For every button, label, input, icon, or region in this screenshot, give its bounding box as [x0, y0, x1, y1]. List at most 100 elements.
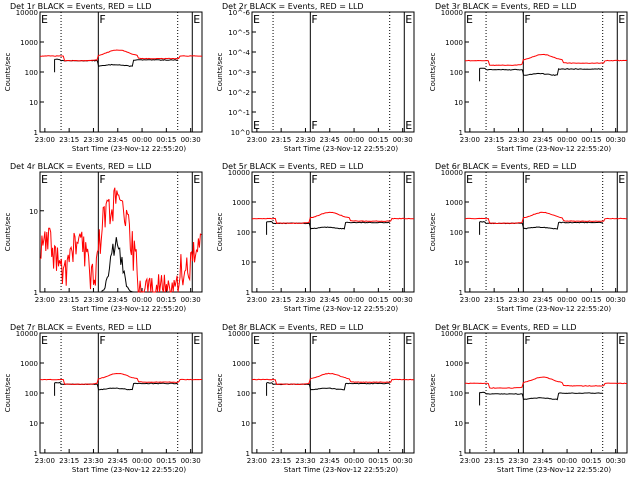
chart-panel: Det 8r BLACK = Events, RED = LLD10000100…	[216, 323, 415, 474]
y-tick-label: 10	[29, 420, 38, 428]
marker-label: E	[253, 13, 260, 26]
x-tick-label: 00:30	[393, 136, 413, 144]
y-axis-label: Counts/sec	[429, 374, 437, 413]
marker-label: E	[193, 13, 200, 26]
chart-title: Det 8r BLACK = Events, RED = LLD	[222, 323, 364, 332]
marker-label: E	[466, 13, 473, 26]
x-tick-label: 23:15	[484, 457, 504, 465]
series-line	[479, 391, 603, 401]
y-axis-label: Counts/sec	[216, 53, 224, 92]
chart-title: Det 7r BLACK = Events, RED = LLD	[10, 323, 152, 332]
marker-label: F	[99, 13, 105, 26]
marker-label: E	[405, 119, 412, 132]
y-tick-label: 1	[459, 289, 463, 297]
chart-panel: Det 3r BLACK = Events, RED = LLD10000100…	[429, 2, 628, 153]
x-tick-label: 00:30	[606, 296, 626, 304]
x-axis-label: Start Time (23-Nov-12 22:55:20)	[284, 145, 398, 153]
plot-frame	[39, 171, 203, 293]
x-tick-label: 23:45	[320, 296, 340, 304]
x-tick-label: 23:15	[271, 457, 291, 465]
y-axis-label: Counts/sec	[4, 374, 12, 413]
series-line	[479, 221, 603, 230]
x-axis-label: Start Time (23-Nov-12 22:55:20)	[497, 145, 611, 153]
x-tick-label: 23:15	[59, 296, 79, 304]
x-tick-label: 23:30	[83, 457, 103, 465]
x-tick-label: 23:15	[59, 457, 79, 465]
series-line	[54, 381, 178, 391]
x-tick-label: 00:00	[557, 296, 577, 304]
series-line	[101, 237, 134, 293]
marker-label: E	[466, 334, 473, 347]
chart-title: Det 9r BLACK = Events, RED = LLD	[435, 323, 577, 332]
chart-panel: Det 4r BLACK = Events, RED = LLD 10 1 Count…	[4, 162, 203, 313]
y-tick-label: 10^-2	[228, 89, 250, 97]
x-tick-label: 23:15	[271, 296, 291, 304]
marker-label: E	[405, 173, 412, 186]
marker-label: E	[193, 334, 200, 347]
x-tick-label: 00:15	[581, 296, 601, 304]
y-tick-label: 10	[241, 420, 250, 428]
x-tick-label: 23:00	[460, 136, 480, 144]
y-tick-label: 10000	[441, 330, 463, 338]
y-tick-label: 10000	[441, 9, 463, 17]
y-tick-label: 100	[237, 229, 250, 237]
y-tick-label: 10	[454, 99, 463, 107]
chart-panel: Det 9r BLACK = Events, RED = LLD10000100…	[429, 323, 628, 474]
y-tick-label: 1000	[445, 199, 463, 207]
y-tick-label: 10^-6	[228, 9, 250, 17]
marker-label: F	[524, 334, 530, 347]
x-tick-label: 23:30	[295, 296, 315, 304]
y-tick-label: 10	[29, 208, 38, 216]
x-tick-label: 23:00	[247, 136, 267, 144]
y-axis-label: Counts/sec	[4, 53, 12, 92]
x-tick-label: 00:15	[581, 457, 601, 465]
x-tick-label: 23:45	[108, 136, 128, 144]
marker-label: F	[99, 334, 105, 347]
x-tick-label: 23:30	[508, 296, 528, 304]
x-tick-label: 00:30	[393, 457, 413, 465]
x-tick-label: 00:30	[181, 296, 201, 304]
series-line	[465, 376, 627, 389]
y-tick-label: 10^0	[231, 129, 250, 137]
x-axis-label: Start Time (23-Nov-12 22:55:20)	[72, 466, 186, 474]
x-tick-label: 23:00	[247, 457, 267, 465]
x-tick-label: 00:00	[557, 457, 577, 465]
x-tick-label: 00:15	[581, 136, 601, 144]
y-tick-label: 10^-4	[228, 49, 250, 57]
x-tick-label: 00:00	[557, 136, 577, 144]
marker-label: E	[41, 334, 48, 347]
y-tick-label: 10^-5	[228, 29, 250, 37]
x-tick-label: 00:15	[156, 457, 176, 465]
x-axis-label: Start Time (23-Nov-12 22:55:20)	[497, 466, 611, 474]
y-tick-label: 10	[29, 99, 38, 107]
y-tick-label: 1	[246, 450, 250, 458]
marker-label: F	[524, 13, 530, 26]
y-tick-label: 1000	[232, 360, 250, 368]
x-tick-label: 23:15	[271, 136, 291, 144]
chart-title: Det 2r BLACK = Events, RED = LLD	[222, 2, 364, 11]
y-axis-label: Counts/sec	[4, 213, 12, 252]
x-tick-label: 23:30	[295, 457, 315, 465]
y-tick-label: 10	[454, 259, 463, 267]
x-tick-label: 00:00	[132, 296, 152, 304]
x-tick-label: 00:30	[181, 136, 201, 144]
x-tick-label: 00:30	[181, 457, 201, 465]
x-tick-label: 00:00	[344, 457, 364, 465]
chart-panel: Det 6r BLACK = Events, RED = LLD10000100…	[429, 162, 628, 313]
y-tick-label: 1	[459, 129, 463, 137]
y-tick-label: 10000	[16, 330, 38, 338]
y-tick-label: 10000	[441, 169, 463, 177]
y-tick-label: 1	[459, 450, 463, 458]
y-axis-label: Counts/sec	[429, 213, 437, 252]
x-tick-label: 23:00	[460, 457, 480, 465]
marker-label: E	[41, 173, 48, 186]
marker-label: E	[618, 13, 625, 26]
y-tick-label: 10	[454, 420, 463, 428]
y-tick-label: 10000	[228, 169, 250, 177]
chart-panel: Det 1r BLACK = Events, RED = LLD10000100…	[4, 2, 203, 153]
x-tick-label: 23:00	[35, 457, 55, 465]
chart-title: Det 1r BLACK = Events, RED = LLD	[10, 2, 152, 11]
